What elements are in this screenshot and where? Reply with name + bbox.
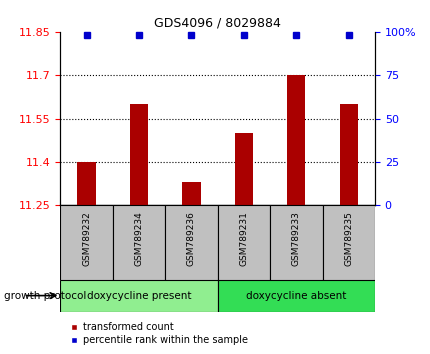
Bar	[234, 133, 252, 205]
Text: growth protocol: growth protocol	[4, 291, 86, 301]
Title: GDS4096 / 8029884: GDS4096 / 8029884	[154, 16, 280, 29]
Text: GSM789231: GSM789231	[239, 211, 248, 266]
Text: doxycycline absent: doxycycline absent	[246, 291, 346, 301]
Bar	[165, 205, 217, 280]
Text: GSM789233: GSM789233	[291, 211, 300, 266]
Bar	[217, 205, 270, 280]
Bar	[60, 205, 113, 280]
Legend: transformed count, percentile rank within the sample: transformed count, percentile rank withi…	[65, 319, 251, 349]
Bar	[339, 104, 357, 205]
Text: GSM789235: GSM789235	[344, 211, 353, 266]
Text: GSM789232: GSM789232	[82, 211, 91, 266]
Bar	[270, 205, 322, 280]
Bar	[60, 280, 217, 312]
Text: GSM789236: GSM789236	[187, 211, 196, 266]
Text: GSM789234: GSM789234	[134, 211, 143, 266]
Text: doxycycline present: doxycycline present	[86, 291, 191, 301]
Bar	[77, 162, 95, 205]
Bar	[322, 205, 374, 280]
Bar	[129, 104, 148, 205]
Bar	[182, 182, 200, 205]
Bar	[113, 205, 165, 280]
Bar	[286, 75, 305, 205]
Bar	[217, 280, 374, 312]
